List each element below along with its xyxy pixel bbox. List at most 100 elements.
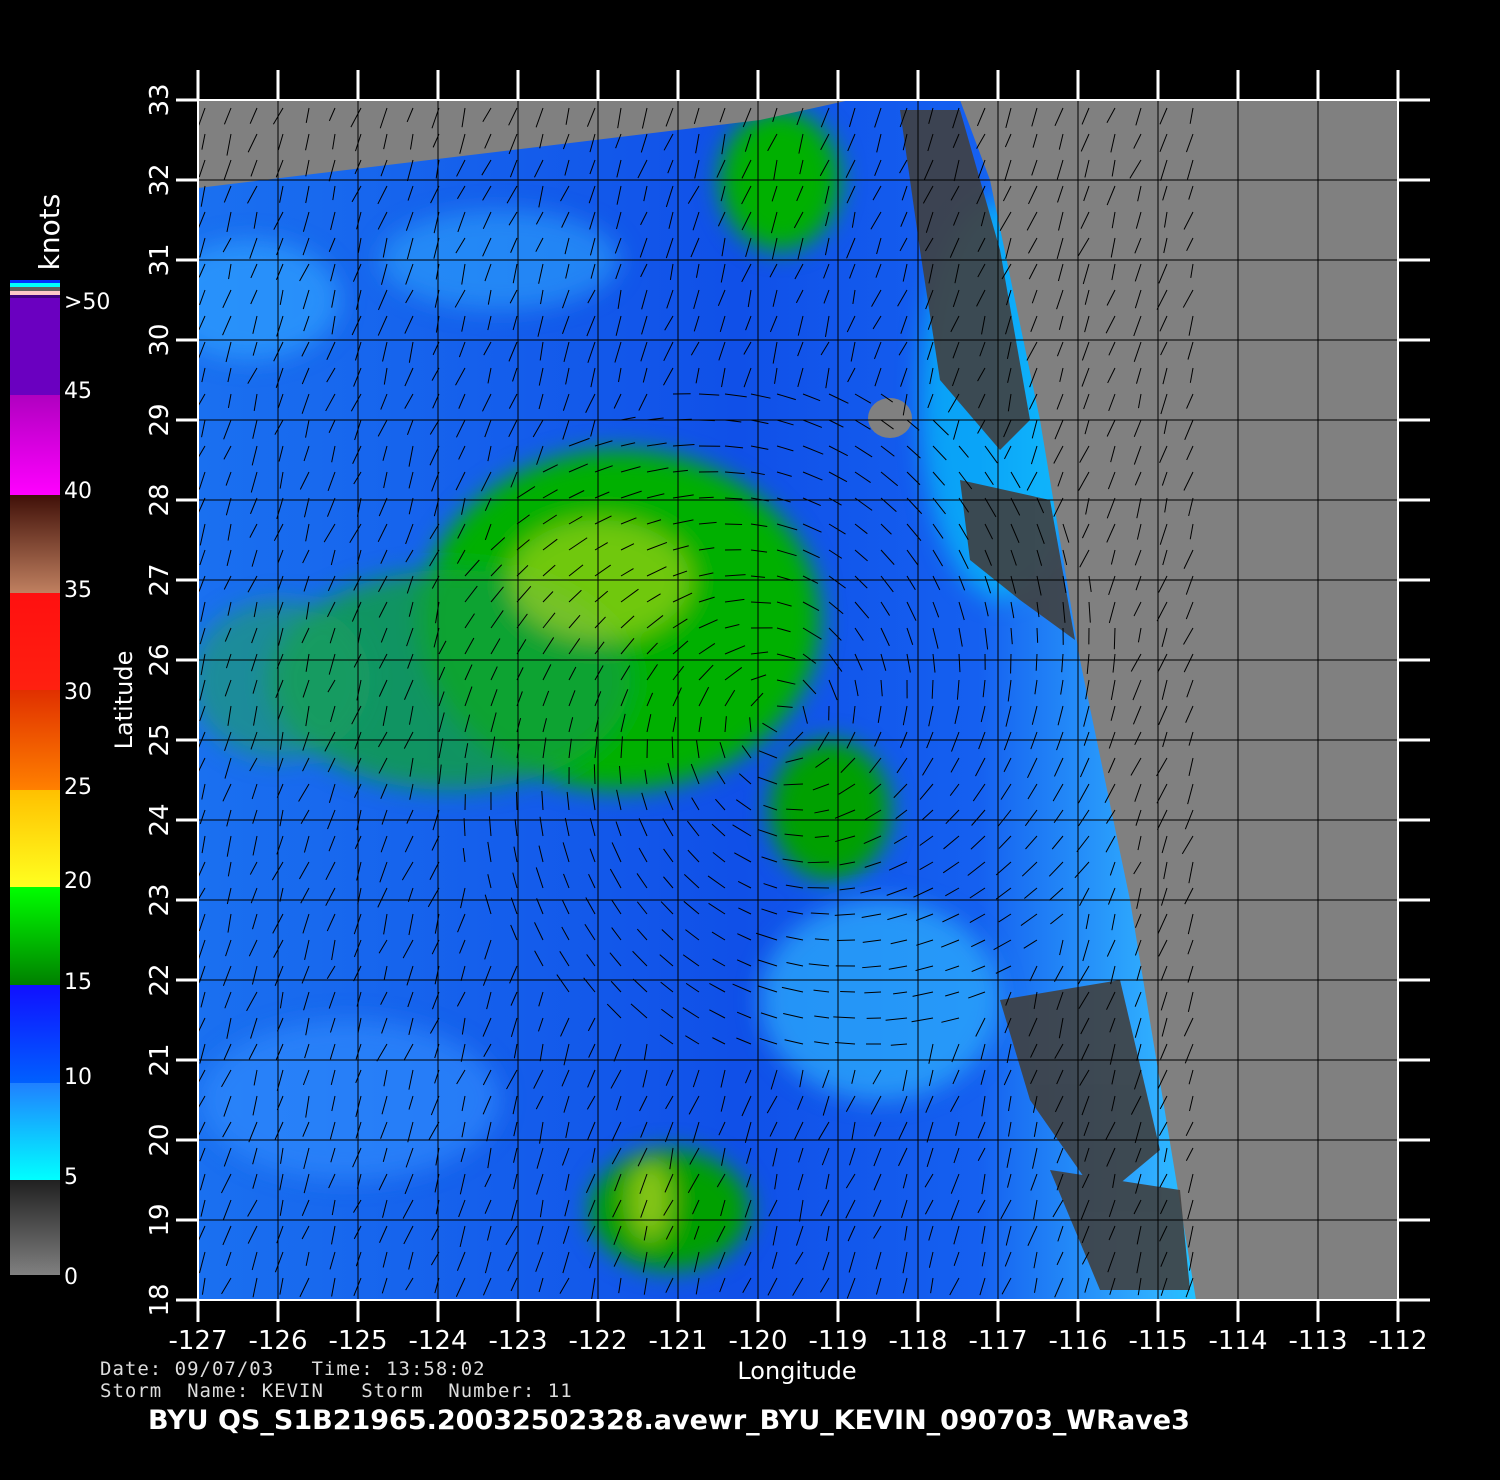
wind-vector xyxy=(862,965,882,969)
wind-vector xyxy=(610,1069,622,1089)
wind-vector xyxy=(225,653,232,669)
wind-vector xyxy=(1129,159,1142,179)
wind-vector xyxy=(1157,1069,1168,1090)
wind-vector xyxy=(1158,1121,1168,1136)
wind-vector xyxy=(590,263,596,279)
wind-vector xyxy=(763,804,778,811)
lat-tick-label: 27 xyxy=(145,563,175,597)
wind-vector xyxy=(828,679,838,701)
wind-vector xyxy=(438,640,447,655)
wind-vector xyxy=(1026,341,1038,361)
wind-vector xyxy=(932,497,946,515)
wind-vector xyxy=(821,1147,830,1166)
wind-vector xyxy=(328,159,336,182)
wind-vector xyxy=(851,1121,856,1140)
wind-vector xyxy=(1136,497,1142,519)
wind-vector xyxy=(968,991,986,999)
wind-vector xyxy=(870,211,882,230)
wind-vector xyxy=(587,1121,596,1140)
wind-vector xyxy=(253,1069,258,1086)
wind-vector xyxy=(813,989,830,993)
wind-vector xyxy=(942,913,960,923)
wind-vector xyxy=(1004,1251,1012,1267)
wind-vector xyxy=(771,237,778,260)
wind-vector xyxy=(1159,445,1168,463)
wind-vector xyxy=(812,783,830,791)
wind-vector xyxy=(201,133,206,150)
wind-vector xyxy=(279,991,284,1009)
wind-vector xyxy=(802,419,823,428)
wind-vector xyxy=(1160,393,1168,415)
wind-vector xyxy=(508,393,518,409)
wind-vector xyxy=(1086,653,1090,674)
wind-vector xyxy=(535,867,544,889)
wind-vector xyxy=(429,861,440,880)
wind-vector xyxy=(564,1199,570,1217)
wind-vector xyxy=(482,1017,492,1037)
wind-vector xyxy=(353,575,362,591)
wind-vector xyxy=(611,842,622,863)
wind-vector xyxy=(542,690,550,707)
wind-vector xyxy=(454,289,466,308)
wind-vector xyxy=(1133,601,1142,617)
wind-vector xyxy=(978,731,986,750)
wind-vector xyxy=(252,1095,258,1116)
wind-vector xyxy=(302,211,310,232)
wind-vector xyxy=(1187,939,1194,955)
storm-info: Storm Name: KEVIN Storm Number: 11 xyxy=(100,1380,573,1402)
wind-vector xyxy=(561,926,570,941)
wind-vector xyxy=(1188,185,1194,200)
wind-vector xyxy=(781,986,804,993)
wind-vector xyxy=(1085,913,1090,930)
wind-vector xyxy=(875,1251,882,1270)
wind-vector xyxy=(949,783,960,797)
wind-vector xyxy=(279,471,284,489)
wind-vector xyxy=(326,367,336,383)
wind-vector xyxy=(669,1147,674,1170)
wind-vector xyxy=(505,1225,518,1246)
wind-vector xyxy=(672,443,695,447)
wind-vector xyxy=(330,549,336,566)
wind-vector xyxy=(484,419,492,438)
wind-vector xyxy=(459,1173,466,1195)
lat-tick-label: 31 xyxy=(145,243,175,277)
wind-vector xyxy=(561,289,570,309)
wind-vector xyxy=(1185,1121,1194,1137)
wind-vector xyxy=(353,471,362,485)
wind-vector xyxy=(1030,1173,1038,1191)
wind-vector xyxy=(305,107,310,123)
wind-vector xyxy=(590,367,596,388)
wind-vector xyxy=(664,1121,674,1143)
wind-vector xyxy=(669,263,674,281)
wind-vector xyxy=(1010,627,1013,645)
wind-vector xyxy=(860,887,882,894)
wind-vector xyxy=(732,824,752,837)
wind-vector xyxy=(1108,575,1116,596)
wind-vector xyxy=(872,315,882,330)
wind-vector xyxy=(227,393,232,409)
wind-vector xyxy=(538,845,544,863)
wind-vector xyxy=(646,615,664,629)
wind-vector xyxy=(1137,627,1142,643)
wind-vector xyxy=(741,263,752,283)
wind-vector xyxy=(646,519,662,525)
wind-vector xyxy=(981,1173,986,1195)
wind-vector xyxy=(646,593,661,603)
wind-vector xyxy=(1183,627,1194,645)
wind-vector xyxy=(741,159,752,179)
wind-vector xyxy=(1054,1043,1064,1059)
wind-vector xyxy=(568,666,577,681)
wind-vector xyxy=(490,712,497,733)
wind-vector xyxy=(1133,861,1142,875)
wind-vector xyxy=(246,991,258,1012)
wind-vector xyxy=(873,1173,882,1191)
wind-vector xyxy=(984,627,989,650)
wind-vector xyxy=(641,107,648,129)
wind-vector xyxy=(880,679,883,697)
wind-vector xyxy=(377,887,388,908)
wind-vector xyxy=(1005,107,1012,129)
wind-vector xyxy=(984,601,989,617)
wind-vector xyxy=(562,1225,570,1244)
wind-vector xyxy=(457,211,466,233)
wind-vector xyxy=(854,549,868,562)
